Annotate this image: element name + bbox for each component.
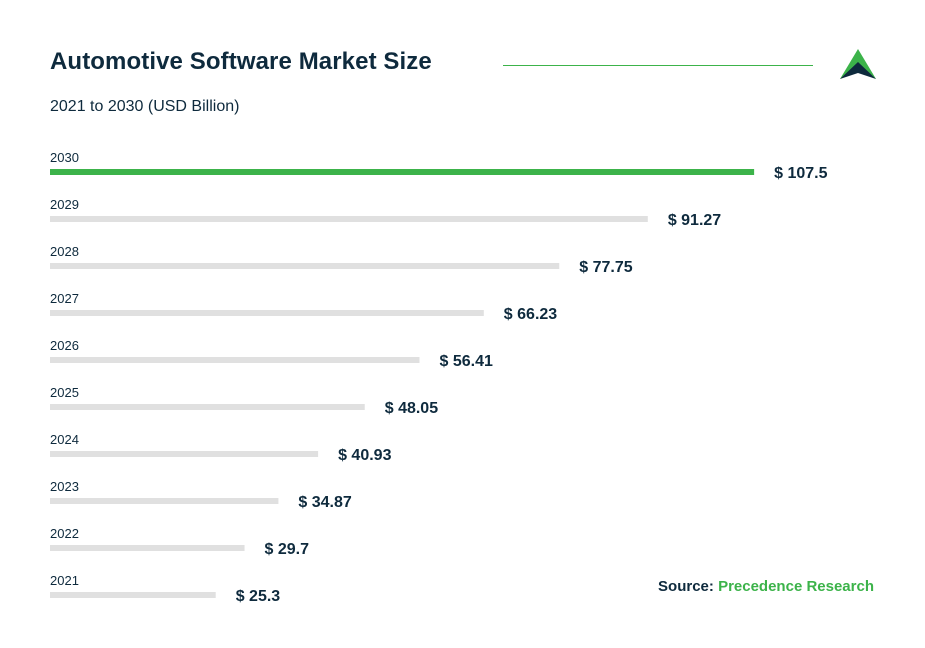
bar-2028 (50, 263, 560, 269)
chart-subtitle: 2021 to 2030 (USD Billion) (50, 98, 240, 115)
source-note: Source: Precedence Research (658, 578, 874, 595)
bar-2024 (50, 451, 319, 457)
bar-2023 (50, 498, 279, 504)
value-label: $ 40.93 (338, 447, 391, 464)
year-label: 2023 (50, 479, 79, 494)
value-label: $ 91.27 (668, 212, 721, 229)
bar-2029 (50, 216, 648, 222)
value-label: $ 25.3 (236, 588, 281, 605)
year-label: 2025 (50, 385, 79, 400)
year-label: 2024 (50, 432, 79, 447)
year-label: 2029 (50, 197, 79, 212)
year-label: 2027 (50, 291, 79, 306)
bar-2022 (50, 545, 245, 551)
value-label: $ 56.41 (439, 353, 492, 370)
value-label: $ 107.5 (774, 165, 827, 182)
source-link[interactable]: Precedence Research (718, 578, 874, 595)
bar-2027 (50, 310, 484, 316)
year-label: 2021 (50, 573, 79, 588)
bar-2025 (50, 404, 365, 410)
year-label: 2026 (50, 338, 79, 353)
year-label: 2028 (50, 244, 79, 259)
source-label: Source: (658, 578, 714, 595)
value-label: $ 77.75 (579, 259, 632, 276)
bar-2026 (50, 357, 420, 363)
value-label: $ 48.05 (385, 400, 438, 417)
year-label: 2022 (50, 526, 79, 541)
value-label: $ 34.87 (298, 494, 351, 511)
value-label: $ 66.23 (504, 306, 557, 323)
year-label: 2030 (50, 150, 79, 165)
chart-title: Automotive Software Market Size (50, 48, 432, 75)
bar-2021 (50, 592, 216, 598)
title-divider (503, 65, 813, 66)
bar-2030 (50, 169, 755, 175)
logo-icon (840, 49, 876, 79)
value-label: $ 29.7 (265, 541, 310, 558)
